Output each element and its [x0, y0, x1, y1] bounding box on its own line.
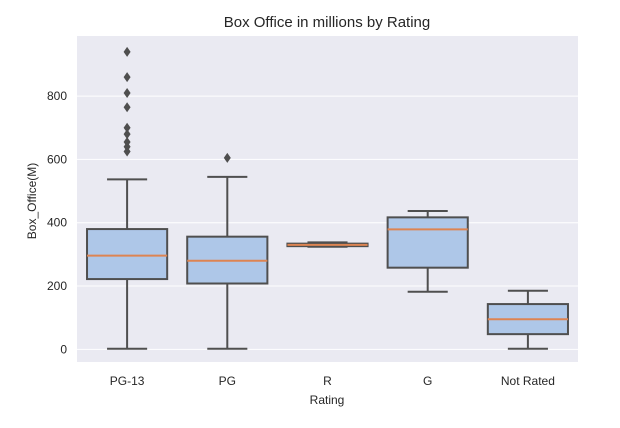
- outlier-point: [123, 129, 131, 140]
- y-tick-label: 0: [60, 342, 67, 356]
- outlier-point: [123, 72, 131, 83]
- y-tick-label: 400: [47, 216, 67, 230]
- box-iqr: [86, 228, 169, 281]
- box-iqr: [386, 216, 469, 269]
- x-tick-label: R: [323, 374, 332, 388]
- y-axis-label: Box_Office(M): [25, 163, 39, 239]
- x-tick-label: PG: [219, 374, 236, 388]
- outlier-point: [123, 87, 131, 98]
- chart-title: Box Office in millions by Rating: [224, 14, 430, 31]
- x-tick-label: G: [423, 374, 432, 388]
- x-axis-label: Rating: [310, 393, 345, 407]
- outlier-point: [123, 137, 131, 148]
- y-tick-label: 200: [47, 279, 67, 293]
- outlier-point: [123, 122, 131, 133]
- plot-area: 0 200 400 600 800 PG-13 PG R G Not Rated: [47, 36, 578, 388]
- outlier-point: [123, 46, 131, 57]
- outlier-point: [223, 152, 231, 163]
- outlier-point: [123, 102, 131, 113]
- x-tick-label: PG-13: [110, 374, 145, 388]
- y-tick-label: 800: [47, 89, 67, 103]
- x-tick-label: Not Rated: [501, 374, 555, 388]
- y-tick-label: 600: [47, 152, 67, 166]
